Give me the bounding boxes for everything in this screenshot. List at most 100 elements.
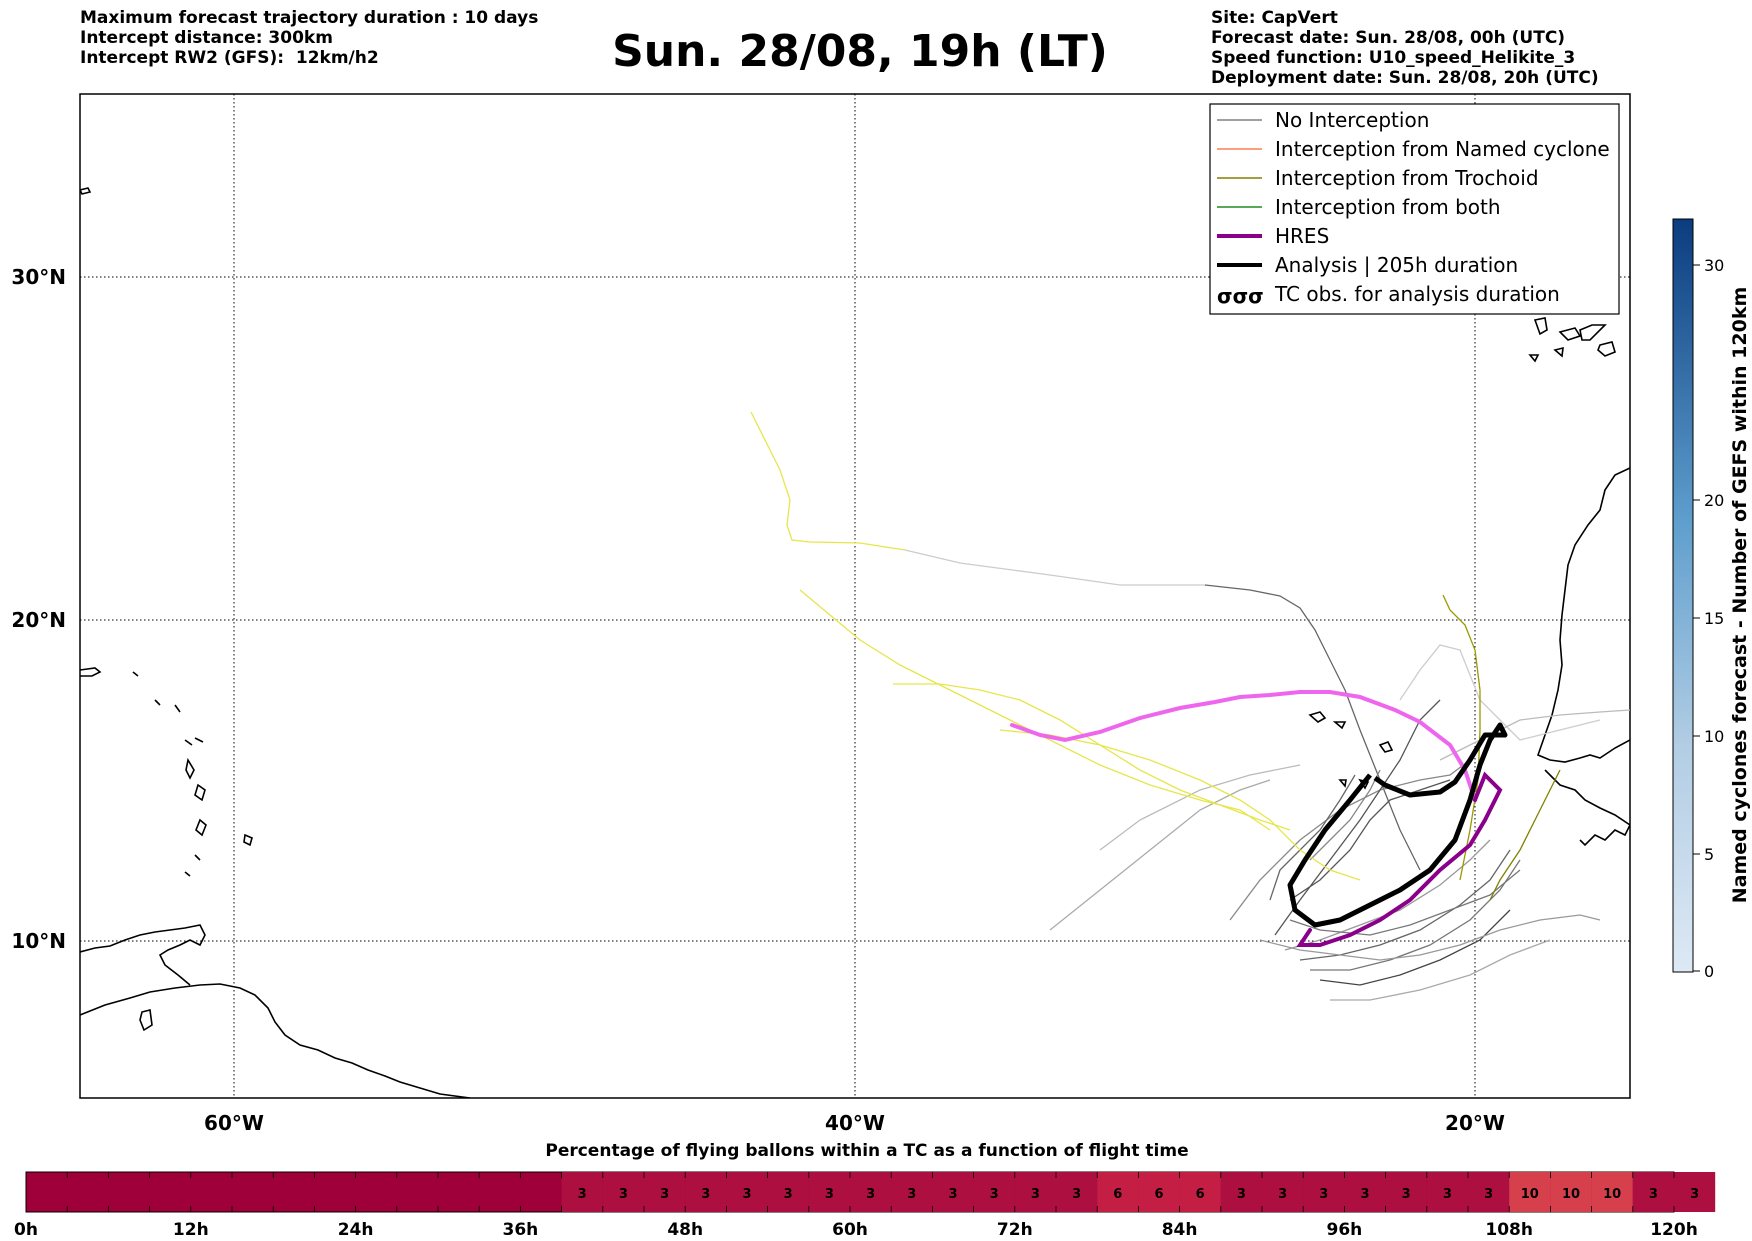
coastline-south-america	[80, 983, 471, 1098]
timebar-cell-value: 3	[1319, 1187, 1328, 1202]
timebar-cell	[973, 1172, 1015, 1212]
timebar-hour-label: 96h	[1327, 1220, 1363, 1240]
timebar-cell	[1550, 1172, 1592, 1212]
timebar-cell-value: 3	[866, 1187, 875, 1202]
timebar-title: Percentage of flying ballons within a TC…	[545, 1141, 1188, 1161]
timebar: Percentage of flying ballons within a TC…	[14, 1141, 1716, 1240]
timebar-cell	[932, 1172, 974, 1212]
timebar-cell-value: 3	[1360, 1187, 1369, 1202]
hres-purple-segment	[1296, 771, 1503, 947]
timebar-cell	[850, 1172, 892, 1212]
timebar-cell	[644, 1172, 686, 1212]
timebar-cell	[726, 1172, 768, 1212]
header-left-line-1: Maximum forecast trajectory duration : 1…	[80, 8, 539, 28]
trajectory-grey-5	[1310, 859, 1521, 971]
timebar-cell-value: 10	[1603, 1187, 1621, 1202]
trajectory-grey-north-dark	[1204, 584, 1421, 871]
legend: No Interception Interception from Named …	[1209, 103, 1620, 315]
antilles-chain	[132, 671, 253, 877]
timebar-hour-label: 0h	[14, 1220, 38, 1240]
timebar-cell-value: 3	[1031, 1187, 1040, 1202]
trajectory-trochoid-yellow-1	[750, 411, 906, 551]
timebar-cell	[1303, 1172, 1345, 1212]
lon-label-40w: 40°W	[825, 1111, 885, 1135]
trajectory-trochoid-olive-1	[1442, 594, 1481, 881]
timebar-cell-value: 3	[990, 1187, 999, 1202]
colorbar-tick-20: 20	[1704, 491, 1724, 510]
trajectory-grey-11	[1259, 914, 1601, 961]
timebar-cell	[767, 1172, 809, 1212]
timebar-cell-value: 3	[825, 1187, 834, 1202]
timebar-cell	[1674, 1172, 1716, 1212]
timebar-cell	[1220, 1172, 1262, 1212]
timebar-cell	[1262, 1172, 1304, 1212]
colorbar-tick-10: 10	[1704, 727, 1724, 746]
timebar-cell	[1097, 1172, 1139, 1212]
timebar-cells: 3 3 3 3 3 3 3 3 3 3 3 3 3 6 6 6 3 3 3 3 3 3 3 10 10 10 3 3	[561, 1172, 1716, 1212]
trajectory-grey-12	[1289, 779, 1451, 901]
timebar-cell-value: 3	[1402, 1187, 1411, 1202]
colorbar-tick-0: 0	[1704, 962, 1714, 981]
trajectory-trochoid-yellow-2	[799, 589, 1271, 831]
trajectory-trochoid-olive-2	[1489, 769, 1561, 901]
lon-label-60w: 60°W	[204, 1111, 264, 1135]
timebar-hour-label: 72h	[997, 1220, 1033, 1240]
timebar-cell	[1056, 1172, 1098, 1212]
trajectory-grey-13	[1309, 769, 1381, 861]
legend-item-both: Interception from both	[1217, 195, 1501, 219]
timebar-cell-value: 3	[1278, 1187, 1287, 1202]
timebar-hour-label: 24h	[338, 1220, 374, 1240]
legend-item-named-cyclone: Interception from Named cyclone	[1217, 137, 1610, 161]
timebar-cell-value: 3	[578, 1187, 587, 1202]
legend-item-analysis: Analysis | 205h duration	[1217, 253, 1518, 277]
coastline-guinea	[1544, 769, 1630, 847]
lat-label-30n: 30°N	[11, 265, 66, 289]
timebar-hour-label: 60h	[832, 1220, 868, 1240]
timebar-hour-labels: 0h 12h 24h 36h 48h 60h 72h 84h 96h 108h 120h	[14, 1220, 1698, 1240]
svg-text:Interception from Named cyclon: Interception from Named cyclone	[1275, 137, 1610, 161]
trajectory-grey-7	[1049, 779, 1271, 931]
trajectory-grey-10	[1439, 709, 1630, 761]
header-right-line-4: Deployment date: Sun. 28/08, 20h (UTC)	[1211, 68, 1599, 88]
svg-text:No Interception: No Interception	[1275, 108, 1429, 132]
lat-label-20n: 20°N	[11, 608, 66, 632]
header-right-line-1: Site: CapVert	[1211, 8, 1338, 28]
island-madeira	[80, 187, 92, 195]
header-right-line-2: Forecast date: Sun. 28/08, 00h (UTC)	[1211, 28, 1566, 48]
legend-item-trochoid: Interception from Trochoid	[1217, 166, 1539, 190]
legend-item-hres: HRES	[1217, 224, 1329, 248]
trajectory-analysis	[1287, 722, 1508, 928]
trajectory-grey-15	[1330, 939, 1551, 1001]
timebar-cell	[1385, 1172, 1427, 1212]
timebar-hour-label: 84h	[1162, 1220, 1198, 1240]
timebar-cell	[685, 1172, 727, 1212]
timebar-cell-value: 3	[1649, 1187, 1658, 1202]
timebar-cell	[1179, 1172, 1221, 1212]
colorbar: 30 20 15 10 5 0 Named cyclones forecast …	[1672, 218, 1751, 981]
tc-symbol-icon: σσσ	[1217, 284, 1264, 308]
coastlines	[80, 187, 1630, 1098]
island-trinidad	[139, 1009, 153, 1032]
timebar-cell	[1138, 1172, 1180, 1212]
lon-label-20w: 20°W	[1445, 1111, 1505, 1135]
colorbar-ticks	[1693, 264, 1700, 972]
svg-text:TC obs. for analysis duration: TC obs. for analysis duration	[1274, 282, 1560, 306]
trajectory-grey-16	[1289, 869, 1521, 936]
svg-text:HRES: HRES	[1275, 224, 1329, 248]
hres-pink-segment	[1010, 690, 1477, 802]
timebar-cell	[891, 1172, 933, 1212]
timebar-cell-value: 6	[1196, 1187, 1205, 1202]
timebar-cell	[1426, 1172, 1468, 1212]
trajectories-no-interception	[904, 549, 1630, 1001]
svg-text:Interception from Trochoid: Interception from Trochoid	[1275, 166, 1539, 190]
trajectory-grey-1	[1229, 759, 1471, 921]
timebar-cell	[561, 1172, 603, 1212]
timebar-cell	[602, 1172, 644, 1212]
trajectory-grey-2	[1274, 699, 1441, 936]
timebar-cell-value: 3	[701, 1187, 710, 1202]
svg-text:Interception from both: Interception from both	[1275, 195, 1501, 219]
island-puerto-rico	[80, 667, 102, 677]
trajectory-trochoid-yellow-4	[999, 729, 1361, 881]
trajectories-trochoid	[750, 411, 1561, 901]
trajectory-grey-8	[1099, 764, 1301, 851]
